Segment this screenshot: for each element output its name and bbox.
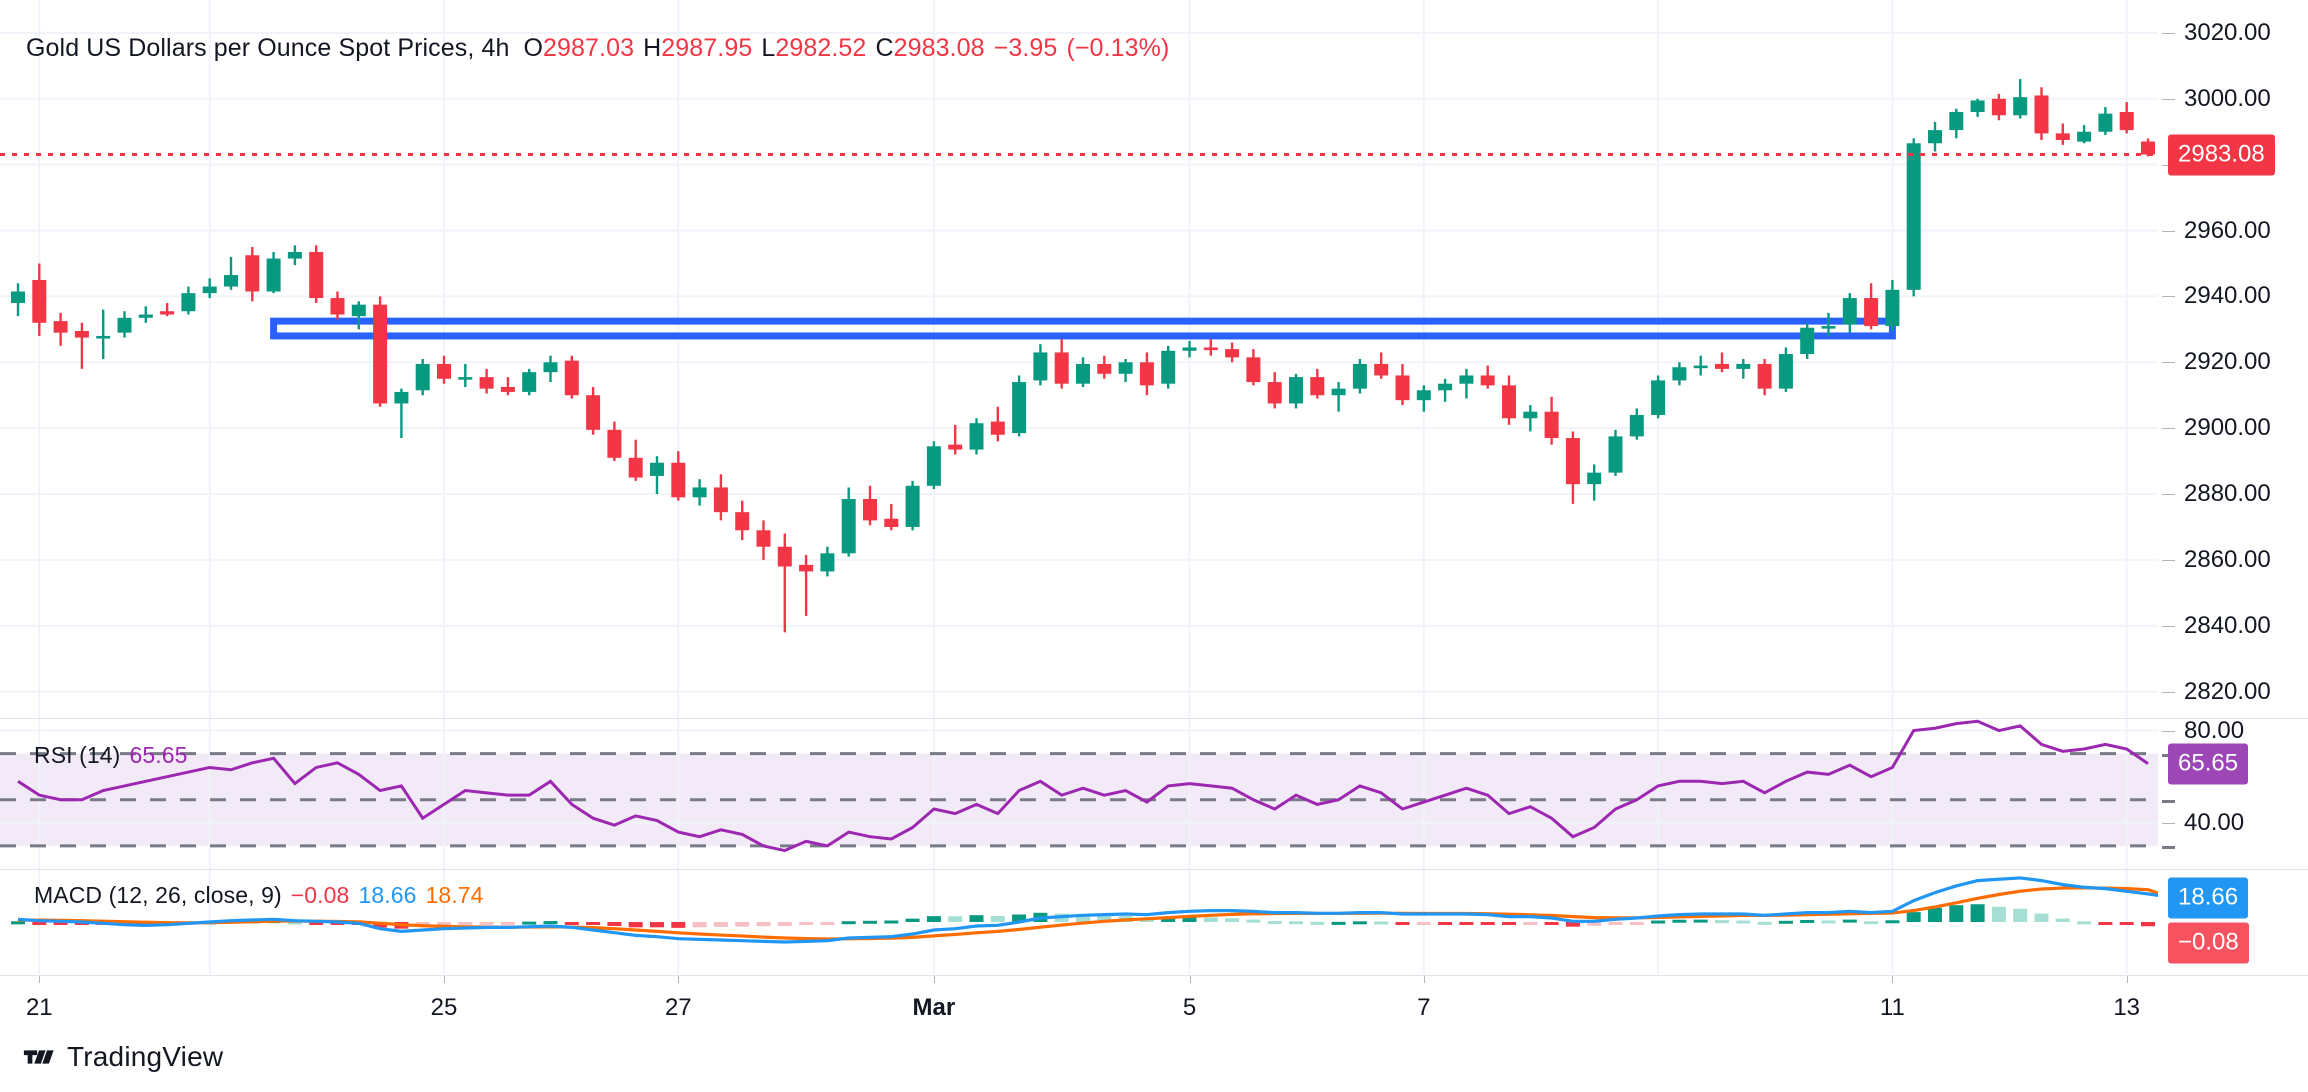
price-tick-mark — [2162, 625, 2175, 627]
rsi-chart-canvas — [0, 719, 2158, 869]
rsi-tick-mark — [2162, 730, 2175, 732]
price-tick-mark — [2162, 362, 2175, 364]
low-key: L — [761, 34, 776, 62]
price-tick-mark — [2162, 559, 2175, 561]
time-axis-label: Mar — [912, 994, 956, 1021]
rsi-tick-mark — [2162, 822, 2175, 824]
tradingview-logo[interactable]: TradingView — [22, 1040, 223, 1074]
macd-legend-macd: −0.08 — [290, 882, 350, 908]
macd-pane[interactable] — [0, 870, 2158, 974]
macd-axis[interactable]: 18.66 −0.08 — [2160, 870, 2308, 974]
price-tick-mark — [2162, 691, 2175, 693]
price-tick-mark — [2162, 494, 2175, 496]
macd-signal-badge[interactable]: 18.66 — [2168, 877, 2249, 919]
rsi-level-mark — [2162, 845, 2175, 849]
open-value: 2987.03 — [543, 34, 635, 62]
rsi-value-badge[interactable]: 65.65 — [2168, 743, 2249, 785]
close-key: C — [875, 34, 894, 62]
macd-legend-hist: 18.74 — [425, 882, 484, 908]
rsi-legend[interactable]: RSI (14) 65.65 — [34, 742, 188, 769]
price-tick-label: 2880.00 — [2184, 480, 2271, 508]
price-tick-label: 3020.00 — [2184, 18, 2271, 46]
macd-value-badge[interactable]: −0.08 — [2168, 922, 2249, 964]
time-tick-mark — [1189, 976, 1191, 983]
rsi-level-mark — [2162, 799, 2175, 803]
macd-legend-name: MACD (12, 26, close, 9) — [34, 882, 282, 908]
price-tick-label: 2860.00 — [2184, 545, 2271, 573]
price-tick-label: 3000.00 — [2184, 84, 2271, 112]
low-value: 2982.52 — [775, 34, 867, 62]
price-chart-canvas — [0, 0, 2158, 718]
close-value: 2983.08 — [893, 34, 985, 62]
rsi-legend-value: 65.65 — [129, 742, 188, 768]
time-axis[interactable]: 212527Mar57111316 — [0, 975, 2308, 1036]
time-tick-mark — [444, 976, 445, 983]
price-tick-mark — [2162, 230, 2175, 232]
time-axis-label: 27 — [664, 994, 692, 1021]
macd-legend[interactable]: MACD (12, 26, close, 9) −0.08 18.66 18.74 — [34, 882, 484, 909]
high-value: 2987.95 — [661, 34, 753, 62]
rsi-legend-name: RSI (14) — [34, 742, 121, 768]
time-axis-label: 11 — [1879, 994, 1905, 1021]
main-symbol-legend[interactable]: Gold US Dollars per Ounce Spot Prices, 4… — [26, 34, 1169, 63]
price-tick-label: 2820.00 — [2184, 677, 2271, 705]
open-key: O — [523, 34, 544, 62]
symbol-title: Gold US Dollars per Ounce Spot Prices, 4… — [26, 34, 510, 62]
rsi-tick-label: 80.00 — [2184, 716, 2245, 744]
time-tick-mark — [933, 976, 935, 983]
time-axis-label: 5 — [1182, 994, 1197, 1021]
change-value: −3.95 — [993, 34, 1058, 62]
rsi-tick-label: 40.00 — [2184, 808, 2245, 836]
pane-separator-price-rsi — [0, 718, 2308, 719]
time-axis-label: 13 — [2113, 994, 2141, 1021]
price-tick-mark — [2162, 98, 2175, 100]
last-price-badge[interactable]: 2983.08 — [2168, 134, 2275, 176]
rsi-axis[interactable]: 80.00 40.00 65.65 — [2160, 716, 2308, 869]
time-axis-label: 25 — [430, 994, 458, 1021]
time-axis-label: 7 — [1417, 994, 1431, 1021]
macd-legend-signal: 18.66 — [358, 882, 417, 908]
high-key: H — [643, 34, 662, 62]
price-axis[interactable]: 3020.003000.002980.002960.002940.002920.… — [2160, 0, 2308, 718]
price-tick-label: 2900.00 — [2184, 414, 2271, 442]
price-tick-mark — [2162, 32, 2175, 34]
price-tick-mark — [2162, 296, 2175, 298]
rsi-pane[interactable] — [0, 719, 2158, 869]
macd-chart-canvas — [11, 870, 2158, 974]
pane-separator-rsi-macd — [0, 869, 2308, 870]
price-pane[interactable] — [0, 0, 2158, 718]
price-tick-label: 2920.00 — [2184, 348, 2271, 376]
time-tick-mark — [678, 976, 680, 983]
time-tick-mark — [1892, 976, 1894, 983]
change-percent: (−0.13%) — [1066, 34, 1170, 62]
price-tick-label: 2840.00 — [2184, 611, 2271, 639]
tradingview-wordmark: TradingView — [67, 1041, 224, 1072]
time-axis-label: 21 — [25, 994, 53, 1021]
time-tick-mark — [2126, 976, 2128, 983]
tradingview-mark-icon — [23, 1050, 54, 1064]
time-tick-mark — [1423, 976, 1425, 983]
time-tick-mark — [39, 976, 41, 983]
price-tick-label: 2940.00 — [2184, 282, 2271, 310]
price-tick-mark — [2162, 428, 2175, 430]
price-tick-label: 2960.00 — [2184, 216, 2271, 244]
